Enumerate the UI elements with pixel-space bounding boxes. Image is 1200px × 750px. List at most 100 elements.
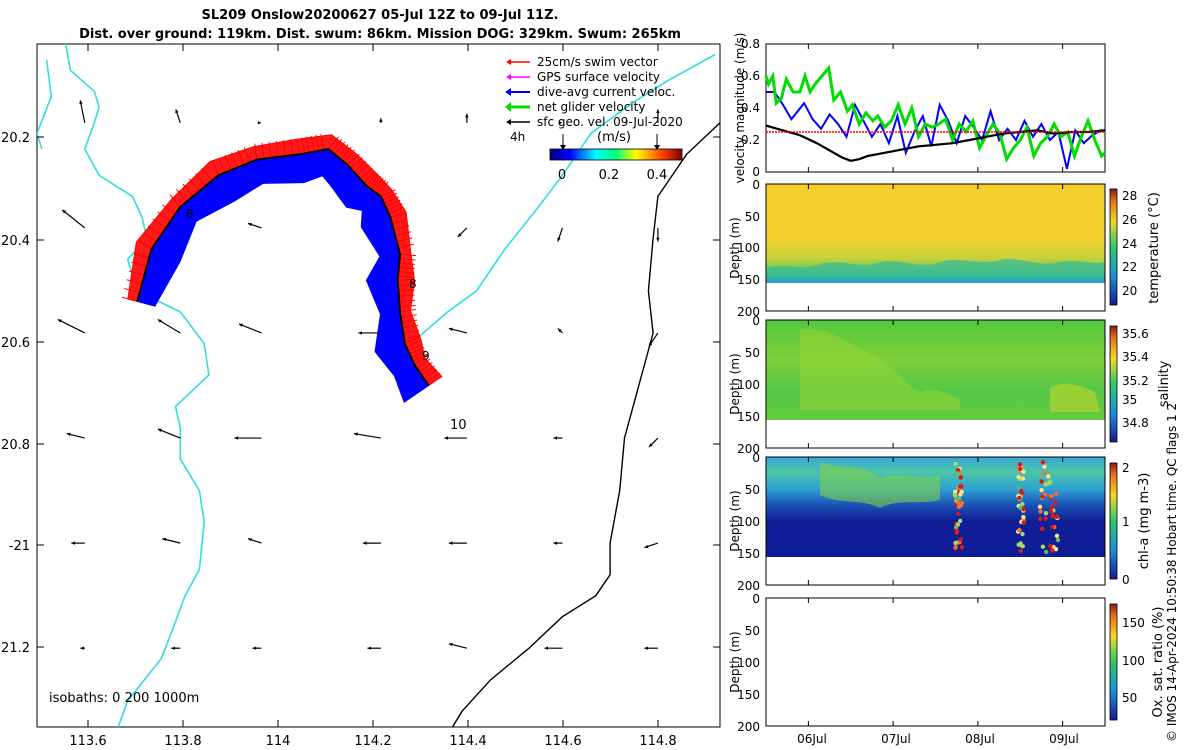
temp-colorbar-label: temperature (°C) (1147, 192, 1162, 304)
sal-y-tick-0: 0 (752, 314, 760, 328)
swim-vector-tick (397, 275, 414, 278)
day-marker-8b: 8 (409, 277, 417, 291)
swim-vector-tick (410, 350, 426, 358)
temp-y-tick-0: 0 (752, 178, 760, 192)
geostrophic-arrowhead (644, 544, 649, 549)
geostrophic-arrowhead (557, 328, 562, 333)
chla-sample-dot (956, 500, 961, 505)
chla-sample-dot (1021, 469, 1026, 474)
swim-vector-tick (387, 203, 403, 211)
swim-vector-tick (231, 152, 239, 168)
map-y-tick-208: 20.8 (1, 438, 30, 453)
isobath-coast-northeast (404, 53, 716, 350)
isobath-200m-line (64, 44, 210, 727)
ox-colorbar (1109, 603, 1118, 721)
swim-vector-tick (350, 157, 363, 169)
chl-y-tick-150: 150 (737, 547, 760, 561)
vel-y-tick-02: 0.2 (741, 133, 760, 147)
chla-sample-dot (1037, 504, 1043, 509)
swim-vector-tick (425, 372, 440, 383)
map-colorbar-tick-04: 0.4 (647, 168, 668, 183)
ox-y-tick-150: 150 (737, 688, 760, 702)
chla-sample-dot (953, 545, 958, 550)
swim-vector-tick (282, 140, 286, 157)
chla-sample-dot (1049, 548, 1055, 553)
chla-sample-dot (1017, 495, 1022, 501)
swim-vector-tick (128, 270, 145, 276)
swim-vector-tick (385, 199, 401, 208)
sal-y-tick-200: 200 (737, 442, 760, 456)
vel-ylabel: velocity magnitude (m/s) (733, 33, 747, 184)
swim-vector-tick (305, 136, 310, 153)
map-y-tick-202: 20.2 (1, 131, 30, 146)
map-y-tick-212: 21.2 (1, 641, 30, 656)
day-marker-8a: 8 (186, 207, 194, 221)
chla-sample-dot (959, 545, 964, 550)
swim-vector-tick (399, 309, 416, 313)
swim-vector-tick (402, 324, 419, 329)
swim-vector-tick (237, 149, 245, 166)
swim-vector-tick (403, 330, 420, 334)
map-colorbar-label: (m/s) (597, 130, 631, 145)
temp-cb-tick-22: 22 (1122, 260, 1137, 274)
chla-sample-dot (1042, 464, 1047, 469)
legend-arrowhead-net (505, 102, 511, 112)
chla-sample-dot (1017, 527, 1022, 533)
temp-y-tick-100: 100 (737, 241, 760, 255)
legend-label-gps: GPS surface velocity (537, 70, 660, 84)
chla-sample-dot (1040, 460, 1046, 465)
geostrophic-arrowhead (444, 436, 448, 440)
swim-vector-tick (398, 289, 415, 292)
geostrophic-arrowhead (157, 428, 162, 432)
chla-sample-dot (1040, 494, 1045, 499)
sal-y-tick-100: 100 (737, 378, 760, 392)
legend-label-sfc-geo: sfc geo. vel. 09-Jul-2020 (537, 115, 683, 129)
swim-vector-tick (391, 219, 408, 224)
swim-vector-tick (353, 160, 366, 173)
salinity-panel: 0 50 100 150 200 Depth (m) 35.6 35.4 35.… (728, 314, 1172, 456)
swim-vector-tick (138, 239, 152, 250)
chl-cb-tick-1: 1 (1122, 515, 1130, 529)
chla-sample-dot (1038, 509, 1043, 514)
geostrophic-arrowhead (448, 642, 453, 647)
footer-credit-text: © IMOS 14-Apr-2024 10:50:38 Hobart time.… (1165, 402, 1179, 742)
chla-sample-dot (1053, 500, 1058, 505)
geostrophic-arrowhead (79, 100, 83, 105)
swim-vector-tick (343, 149, 355, 163)
geostrophic-arrowhead (234, 436, 239, 440)
swim-vector-tick (340, 146, 352, 160)
day-marker-9: 9 (422, 349, 430, 363)
geostrophic-arrowhead (648, 342, 653, 347)
geostrophic-arrowhead (247, 222, 252, 227)
chla-sample-dot (1049, 505, 1055, 510)
chl-y-tick-100: 100 (737, 515, 760, 529)
map-colorbar-tick-02: 0.2 (599, 168, 620, 183)
swim-vector-tick (218, 157, 226, 173)
swim-vector-tick (211, 160, 219, 176)
chla-sample-dot (1046, 474, 1051, 479)
time-marker-arrowhead-right (654, 145, 660, 150)
temp-y-tick-150: 150 (737, 273, 760, 287)
sal-cb-tick-35: 35 (1122, 393, 1137, 407)
geostrophic-arrowhead (644, 646, 649, 650)
geostrophic-arrowhead (257, 121, 262, 125)
sal-cb-tick-352: 35.2 (1122, 374, 1149, 388)
vel-y-tick-08: 0.8 (741, 37, 760, 51)
swim-vector-tick (378, 181, 389, 195)
legend-label-net: net glider velocity (537, 100, 645, 114)
isobath-1000m-line (451, 122, 720, 727)
chla-sample-dot (1021, 507, 1026, 512)
chla-sample-dot (1017, 462, 1023, 467)
map-y-tick-204: 20.4 (1, 234, 30, 249)
chla-sample-dot (959, 503, 964, 508)
geostrophic-arrow (79, 100, 86, 123)
geostrophic-arrowhead (553, 541, 557, 545)
time-tick-07jul: 07Jul (881, 732, 911, 746)
chla-sample-dot (1020, 501, 1025, 507)
geostrophic-arrow (61, 209, 86, 229)
swim-vector-tick (398, 243, 415, 249)
swim-vector-tick (157, 211, 172, 222)
chla-sample-dot (1044, 549, 1049, 555)
geostrophic-arrowhead (448, 541, 453, 545)
swim-vector-tick (406, 339, 422, 348)
